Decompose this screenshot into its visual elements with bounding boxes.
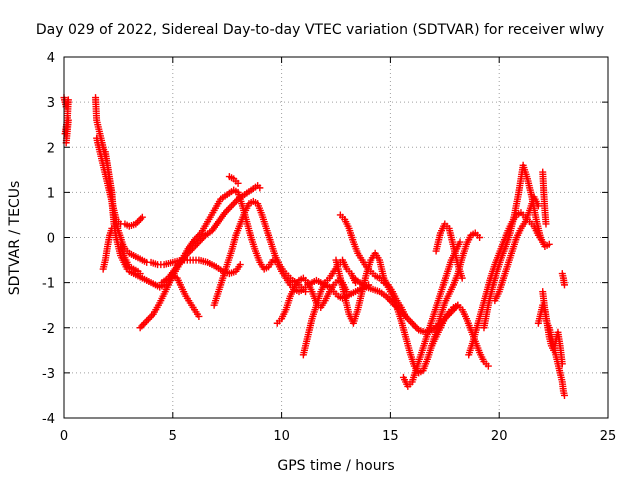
- series-arc-17: [399, 238, 464, 390]
- series-arc-18: [428, 301, 492, 370]
- series-arc-13: [332, 249, 392, 327]
- y-tick-label: 1: [47, 186, 55, 201]
- series-arc-20: [465, 209, 547, 359]
- x-tick-label: 0: [60, 429, 68, 444]
- axis-ticks: 0 5 10 15 20 25 -4 -3 -2 -1 0 1 2 3 4: [42, 51, 616, 444]
- data-point: [534, 202, 542, 210]
- series-arc-06: [117, 243, 144, 278]
- series-arc-02: [92, 94, 244, 278]
- series-arc-01: [60, 94, 72, 147]
- series-arc-21: [480, 161, 553, 332]
- x-axis-label: GPS time / hours: [277, 458, 394, 474]
- data-point: [224, 205, 232, 213]
- data-point: [484, 362, 492, 370]
- x-tick-label: 20: [491, 429, 508, 444]
- data-point: [229, 200, 237, 208]
- series-arc-10: [225, 173, 242, 187]
- data-point: [137, 215, 145, 223]
- series-arc-03: [93, 134, 146, 230]
- series-arc-19: [432, 220, 466, 282]
- grid: [64, 57, 608, 418]
- series-arc-14: [336, 211, 410, 320]
- y-tick-label: 2: [47, 141, 55, 156]
- data-point: [408, 319, 416, 327]
- y-tick-label: -2: [42, 322, 55, 337]
- y-tick-label: 3: [47, 96, 55, 111]
- data-point: [135, 217, 143, 225]
- data-point: [560, 281, 568, 289]
- data-point: [234, 179, 242, 187]
- data-point: [236, 261, 244, 269]
- data-point: [136, 324, 144, 332]
- data-point: [143, 317, 151, 325]
- y-tick-label: 4: [47, 51, 55, 66]
- series-arc-12: [299, 256, 360, 359]
- data-point: [146, 314, 154, 322]
- data-point: [545, 240, 553, 248]
- data-point: [476, 234, 484, 241]
- data-point: [407, 318, 415, 326]
- data-point: [405, 316, 413, 324]
- series-arc-22: [491, 193, 542, 305]
- data-point: [228, 202, 236, 210]
- y-axis-label: SDTVAR / TECUs: [7, 181, 23, 296]
- series-arc-05: [99, 224, 116, 273]
- data-point: [136, 270, 144, 278]
- y-tick-label: -4: [42, 412, 55, 427]
- data-point: [458, 274, 466, 282]
- x-tick-label: 5: [169, 429, 177, 444]
- y-tick-label: 0: [47, 232, 55, 247]
- y-tick-label: -1: [42, 277, 55, 292]
- data-point: [542, 220, 550, 228]
- series-arc-04: [101, 148, 203, 320]
- data-point: [139, 320, 147, 328]
- data-point: [231, 199, 239, 207]
- data-point: [256, 184, 264, 192]
- data-point: [411, 323, 419, 331]
- data-point: [558, 360, 566, 368]
- series-arc-26: [558, 270, 568, 289]
- data-point: [108, 224, 116, 232]
- x-tick-label: 10: [273, 429, 290, 444]
- x-tick-label: 25: [600, 429, 617, 444]
- series-arc-24: [534, 301, 566, 368]
- data-point: [302, 288, 310, 296]
- data-point: [195, 312, 203, 320]
- data-point: [138, 322, 146, 330]
- data-point: [560, 391, 568, 399]
- data-marks: [60, 94, 568, 399]
- x-tick-label: 15: [382, 429, 399, 444]
- chart-title: Day 029 of 2022, Sidereal Day-to-day VTE…: [36, 22, 604, 38]
- series-arc-25: [539, 168, 550, 228]
- data-point: [226, 204, 234, 212]
- data-point: [138, 213, 146, 221]
- data-point: [456, 238, 464, 246]
- y-tick-label: -3: [42, 367, 55, 382]
- data-point: [141, 319, 149, 327]
- plot-frame: [63, 56, 609, 419]
- data-point: [144, 315, 152, 323]
- series-arc-07: [136, 182, 264, 332]
